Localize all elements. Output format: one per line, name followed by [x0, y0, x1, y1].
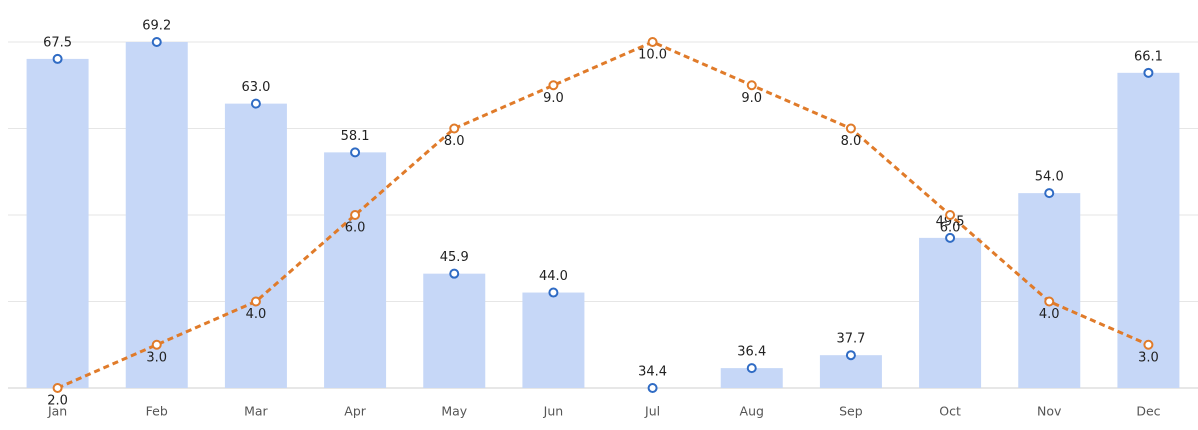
bar [224, 103, 287, 388]
bar-marker [250, 98, 261, 109]
data-label: 67.5 [43, 35, 72, 50]
bar-marker [151, 37, 162, 47]
x-tick-label: Jul [644, 404, 660, 419]
bar [1018, 193, 1081, 388]
bar [26, 58, 89, 389]
bar [919, 237, 982, 388]
line-marker [52, 383, 63, 393]
bar [819, 355, 882, 388]
data-label: 3.0 [1138, 350, 1159, 365]
data-label: 49.5 [936, 214, 965, 229]
data-label: 69.2 [142, 19, 171, 34]
x-tick-label: Feb [146, 404, 168, 419]
line-marker [647, 37, 658, 47]
bar [125, 42, 188, 388]
x-tick-label: May [441, 404, 467, 419]
bar-marker [52, 53, 63, 64]
data-label: 6.0 [345, 221, 366, 236]
line-marker [845, 123, 856, 134]
line-marker [1143, 339, 1154, 350]
line [56, 40, 1150, 390]
data-label: 4.0 [1039, 307, 1060, 322]
x-tick-label: Dec [1136, 404, 1160, 419]
line-marker [350, 210, 361, 220]
x-tick-label: Aug [740, 404, 764, 419]
data-label: 9.0 [543, 91, 564, 106]
data-label: 36.4 [737, 345, 766, 360]
data-label: 9.0 [741, 91, 762, 106]
data-label: 54.0 [1035, 170, 1064, 185]
bar-marker [1044, 188, 1055, 199]
x-tick-label: Nov [1037, 404, 1062, 419]
data-label: 10.0 [638, 48, 667, 63]
bar-marker [350, 147, 361, 158]
line-marker [449, 123, 460, 134]
bar-marker [845, 350, 856, 361]
data-label: 8.0 [841, 134, 862, 149]
data-label: 4.0 [246, 307, 267, 322]
line-marker [250, 296, 261, 307]
bar [324, 152, 387, 388]
data-label: 44.0 [539, 269, 568, 284]
bar-marker [746, 363, 757, 374]
x-tick-label: Sep [839, 404, 863, 419]
line-marker [945, 210, 956, 220]
x-tick-label: Jan [47, 404, 67, 419]
data-label: 63.0 [241, 80, 270, 95]
data-label: 8.0 [444, 134, 465, 149]
line-marker [151, 339, 162, 350]
bar-marker [945, 232, 956, 243]
bar-marker [647, 383, 658, 393]
x-tick-label: Apr [344, 404, 366, 419]
x-tick-label: Mar [244, 404, 268, 419]
data-label: 3.0 [146, 350, 167, 365]
bar-marker [548, 287, 559, 298]
bar [720, 368, 783, 388]
x-tick-label: Jun [543, 404, 564, 419]
data-label: 45.9 [440, 250, 469, 265]
data-label: 2.0 [47, 394, 68, 409]
line-marker [746, 80, 757, 91]
bar [522, 292, 585, 388]
line-marker [548, 80, 559, 91]
bar [423, 273, 486, 388]
data-label: 34.4 [638, 365, 667, 380]
data-label: 58.1 [341, 129, 370, 144]
data-label: 66.1 [1134, 49, 1163, 64]
line-marker [1044, 296, 1055, 307]
data-label: 6.0 [940, 221, 961, 236]
bar-marker [449, 268, 460, 279]
bar-marker [1143, 67, 1154, 78]
x-tick-label: Oct [939, 404, 961, 419]
data-label: 37.7 [836, 332, 865, 347]
